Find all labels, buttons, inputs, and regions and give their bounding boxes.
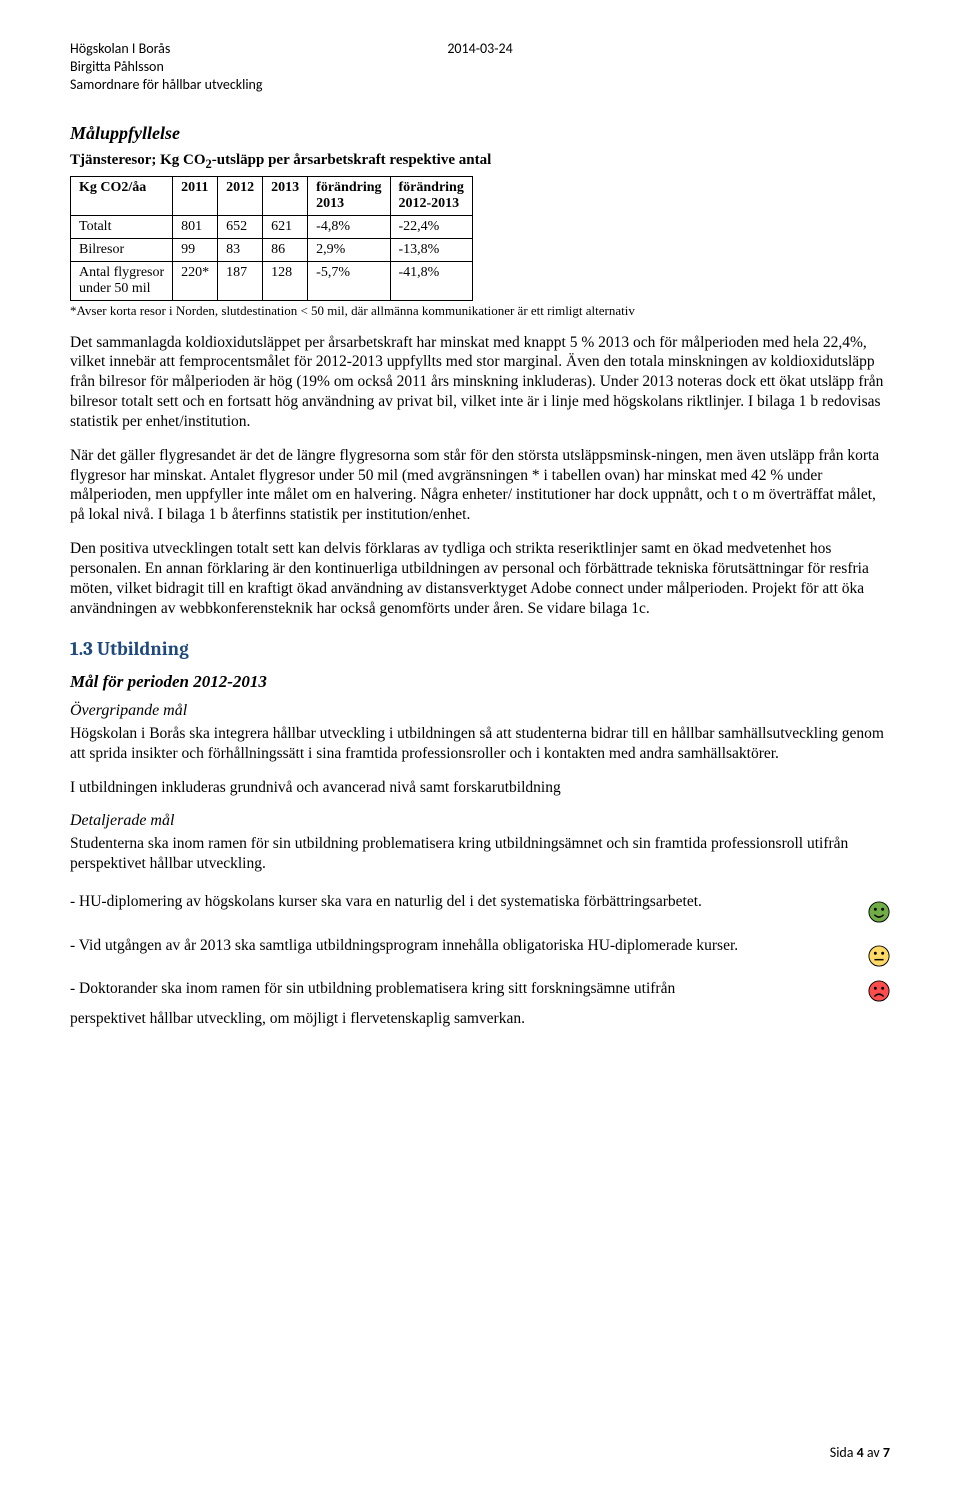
cell: 86 — [263, 238, 308, 261]
col-label: Kg CO2/åa — [71, 176, 173, 215]
cell: 220* — [173, 261, 218, 300]
col-2013: 2013 — [263, 176, 308, 215]
footer-total: 7 — [883, 1444, 890, 1461]
smiley-yellow-icon — [868, 945, 890, 967]
header-role: Samordnare för hållbar utveckling — [70, 76, 890, 94]
cell: 2,9% — [308, 238, 390, 261]
table-row: Totalt 801 652 621 -4,8% -22,4% — [71, 215, 473, 238]
cell: -5,7% — [308, 261, 390, 300]
footer-of: av — [864, 1444, 883, 1461]
cell: 99 — [173, 238, 218, 261]
overgripande-label: Övergripande mål — [70, 702, 890, 720]
detaljerade-label: Detaljerade mål — [70, 812, 890, 830]
cell: Bilresor — [71, 238, 173, 261]
cell: Antal flygresor under 50 mil — [71, 261, 173, 300]
emissions-table: Kg CO2/åa 2011 2012 2013 förändring 2013… — [70, 176, 473, 301]
detaljerade-text: Studenterna ska inom ramen för sin utbil… — [70, 834, 890, 874]
period-title: Mål för perioden 2012-2013 — [70, 672, 890, 692]
cell: -41,8% — [390, 261, 472, 300]
table-header-row: Kg CO2/åa 2011 2012 2013 förändring 2013… — [71, 176, 473, 215]
table-caption: Tjänsteresor; Kg CO2-utsläpp per årsarbe… — [70, 152, 890, 172]
col-change-period: förändring 2012-2013 — [390, 176, 472, 215]
cell: Totalt — [71, 215, 173, 238]
bullet-2-block: - Vid utgången av år 2013 ska samtliga u… — [70, 931, 890, 960]
footer-page: 4 — [857, 1444, 864, 1461]
bullet-3-block: - Doktorander ska inom ramen för sin utb… — [70, 974, 890, 1033]
paragraph-2: När det gäller flygresandet är det de lä… — [70, 446, 890, 525]
overgripande-text: Högskolan i Borås ska integrera hållbar … — [70, 724, 890, 764]
cell: 801 — [173, 215, 218, 238]
page-footer: Sida 4 av 7 — [830, 1444, 890, 1461]
section-title: Måluppfyllelse — [70, 123, 890, 144]
cell: 128 — [263, 261, 308, 300]
cell: -13,8% — [390, 238, 472, 261]
col-2011: 2011 — [173, 176, 218, 215]
bullet-3-line1: - Doktorander ska inom ramen för sin utb… — [70, 974, 850, 1003]
cell: -22,4% — [390, 215, 472, 238]
inkluderas-text: I utbildningen inkluderas grundnivå och … — [70, 778, 890, 798]
footer-prefix: Sida — [830, 1444, 857, 1461]
heading-utbildning: 1.3 Utbildning — [70, 638, 890, 660]
header-date: 2014-03-24 — [447, 40, 512, 57]
table-footnote: *Avser korta resor i Norden, slutdestina… — [70, 303, 890, 319]
col-change-2013: förändring 2013 — [308, 176, 390, 215]
smiley-green-icon — [868, 901, 890, 923]
col-2012: 2012 — [218, 176, 263, 215]
table-row: Bilresor 99 83 86 2,9% -13,8% — [71, 238, 473, 261]
cell: -4,8% — [308, 215, 390, 238]
smiley-red-icon — [868, 980, 890, 1002]
table-row: Antal flygresor under 50 mil 220* 187 12… — [71, 261, 473, 300]
header-author: Birgitta Påhlsson — [70, 58, 890, 76]
bullet-1-block: - HU-diplomering av högskolans kurser sk… — [70, 887, 890, 916]
bullet-1: - HU-diplomering av högskolans kurser sk… — [70, 887, 850, 916]
paragraph-1: Det sammanlagda koldioxidutsläppet per å… — [70, 333, 890, 432]
cell: 621 — [263, 215, 308, 238]
page-container: Högskolan I Borås Birgitta Påhlsson Samo… — [0, 0, 960, 1487]
bullet-2: - Vid utgången av år 2013 ska samtliga u… — [70, 931, 850, 960]
cell: 187 — [218, 261, 263, 300]
caption-part2: -utsläpp per årsarbetskraft respektive a… — [212, 152, 491, 168]
cell: 83 — [218, 238, 263, 261]
bullet-3-line2: perspektivet hållbar utveckling, om möjl… — [70, 1004, 850, 1033]
cell: 652 — [218, 215, 263, 238]
paragraph-3: Den positiva utvecklingen totalt sett ka… — [70, 539, 890, 618]
caption-part1: Tjänsteresor; Kg CO — [70, 152, 206, 168]
